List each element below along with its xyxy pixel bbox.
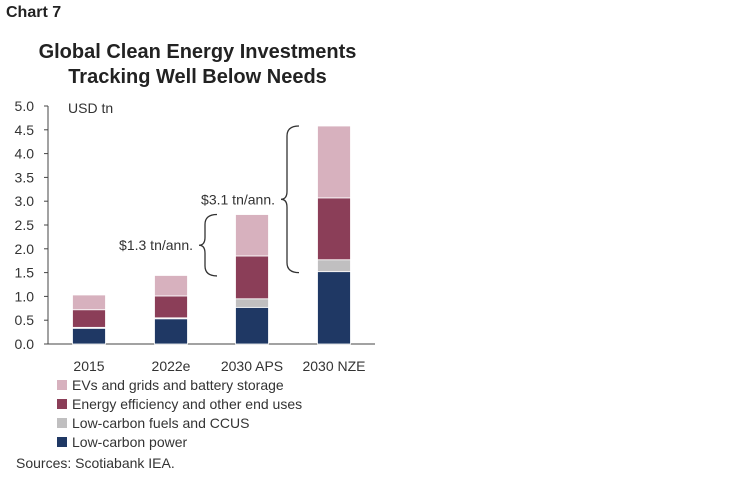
- bar-segment: [235, 306, 269, 345]
- y-tick-label: 1.0: [15, 288, 35, 304]
- y-tick-label: 3.0: [15, 193, 35, 209]
- bar-stack: [154, 275, 188, 345]
- bar-stack: [317, 125, 351, 345]
- annotations: $1.3 tn/ann. $3.1 tn/ann.: [119, 125, 300, 277]
- y-tick-label: 3.5: [15, 169, 35, 185]
- legend-swatch: [57, 436, 67, 447]
- chart-label: Chart 7: [6, 4, 62, 21]
- chart-legend: EVs and grids and battery storage Energy …: [57, 375, 302, 451]
- bar-segment: [235, 214, 269, 257]
- bar-stack: [235, 214, 269, 345]
- bar-segment: [235, 298, 269, 308]
- brace-annotation: [198, 213, 218, 277]
- y-tick-label: 5.0: [15, 98, 35, 114]
- legend-item: Low-carbon power: [57, 432, 302, 451]
- y-tick-label: 4.0: [15, 146, 35, 162]
- bar-segment: [154, 318, 188, 345]
- bar-segment: [72, 327, 106, 345]
- x-axis: 2015 2022e 2030 APS 2030 NZE: [48, 343, 375, 374]
- legend-swatch: [57, 379, 67, 390]
- bar-stack: [72, 294, 106, 345]
- chart-title: Global Clean Energy Investments Tracking…: [0, 40, 395, 90]
- legend-label: Energy efficiency and other end uses: [72, 395, 303, 412]
- chart-title-line2: Tracking Well Below Needs: [68, 66, 327, 88]
- bar-segment: [154, 275, 188, 297]
- bar-segment: [72, 294, 106, 311]
- bar-segment: [72, 309, 106, 328]
- bar-segment: [235, 255, 269, 300]
- y-tick-label: 1.5: [15, 265, 35, 281]
- legend-label: EVs and grids and battery storage: [72, 376, 284, 393]
- source-note: Sources: Scotiabank IEA.: [16, 455, 175, 471]
- y-tick-label: 0.5: [15, 312, 35, 328]
- bar-segment: [317, 125, 351, 199]
- y-tick-label: 4.5: [15, 122, 35, 138]
- y-tick-label: 2.0: [15, 241, 35, 257]
- bar-segment: [317, 271, 351, 345]
- annotation-label: $3.1 tn/ann.: [201, 191, 275, 207]
- y-tick-label: 0.0: [15, 336, 35, 352]
- x-tick-label: 2030 NZE: [302, 358, 365, 374]
- legend-swatch: [57, 417, 67, 428]
- bar-segment: [154, 295, 188, 319]
- y-tick-label: 2.5: [15, 217, 35, 233]
- legend-label: Low-carbon power: [72, 433, 188, 450]
- bar-segment: [317, 259, 351, 273]
- brace-annotation: [280, 125, 300, 274]
- x-tick-label: 2030 APS: [221, 358, 283, 374]
- legend-item: Low-carbon fuels and CCUS: [57, 413, 302, 432]
- legend-swatch: [57, 398, 67, 409]
- legend-item: EVs and grids and battery storage: [57, 375, 302, 394]
- annotation-label: $1.3 tn/ann.: [119, 237, 193, 253]
- y-axis: 0.0 0.5 1.0 1.5 2.0 2.5 3.0 3.5 4.0 4.5 5.0 USD tn: [15, 98, 114, 352]
- y-axis-label: USD tn: [68, 100, 113, 116]
- chart-title-line1: Global Clean Energy Investments: [38, 41, 357, 63]
- legend-item: Energy efficiency and other end uses: [57, 394, 302, 413]
- x-tick-label: 2022e: [152, 358, 191, 374]
- bar-stacks: [72, 125, 351, 345]
- legend-label: Low-carbon fuels and CCUS: [72, 414, 250, 431]
- bar-segment: [317, 197, 351, 261]
- x-tick-label: 2015: [73, 358, 104, 374]
